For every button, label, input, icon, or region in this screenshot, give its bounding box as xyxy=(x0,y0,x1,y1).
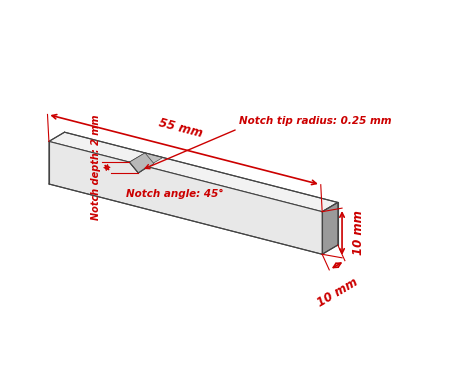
Polygon shape xyxy=(49,132,338,212)
Text: Notch angle: 45°: Notch angle: 45° xyxy=(126,188,223,199)
Text: Notch depth: 2 mm: Notch depth: 2 mm xyxy=(91,115,100,220)
Polygon shape xyxy=(129,153,154,173)
Text: 10 mm: 10 mm xyxy=(314,275,360,309)
Polygon shape xyxy=(322,202,338,254)
Text: 10 mm: 10 mm xyxy=(352,210,365,255)
Text: Notch tip radius: 0.25 mm: Notch tip radius: 0.25 mm xyxy=(239,116,392,126)
Polygon shape xyxy=(129,153,163,167)
Text: 55 mm: 55 mm xyxy=(157,117,204,140)
Polygon shape xyxy=(49,141,322,254)
